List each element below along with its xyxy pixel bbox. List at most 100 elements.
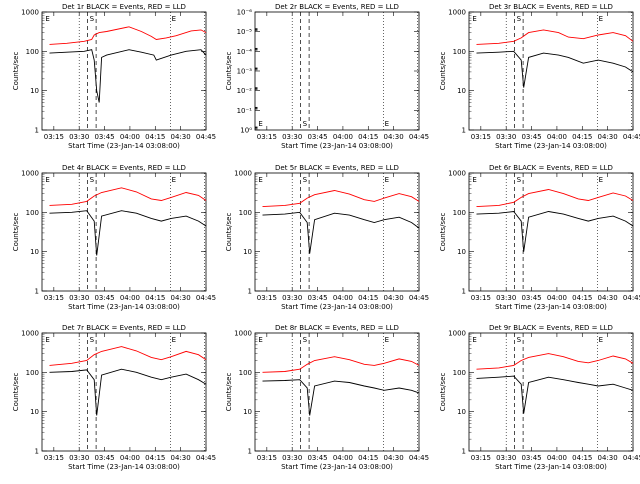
y-tick-label: 1000	[234, 170, 252, 178]
panel-6: Det 6r BLACK = Events, RED = LLD Counts/s…	[439, 164, 640, 311]
x-tick-label: 03:45	[307, 294, 327, 302]
marker-label: E	[385, 120, 389, 128]
x-tick-label: 04:00	[120, 133, 140, 141]
panel-title: Det 6r BLACK = Events, RED = LLD	[489, 164, 613, 172]
x-tick-label: 04:15	[572, 294, 592, 302]
x-axis-label: Start Time (23-Jan-14 03:08:00)	[281, 303, 393, 311]
events-series-line	[476, 375, 634, 414]
lld-series-line	[476, 29, 634, 45]
y-tick-label: 1	[248, 448, 252, 456]
x-axis-label: Start Time (23-Jan-14 03:08:00)	[495, 303, 607, 311]
y-tick-label: 1	[35, 448, 39, 456]
marker-label: E	[45, 336, 49, 344]
x-tick-label: 04:45	[409, 133, 429, 141]
plot-frame	[41, 172, 207, 292]
y-tick-label: 1000	[21, 170, 39, 178]
y-axis-label: Counts/sec	[439, 52, 447, 91]
x-tick-label: 03:30	[496, 133, 516, 141]
y-tick-label: 10	[457, 87, 466, 95]
x-tick-label: 03:45	[94, 454, 114, 462]
y-tick-label: 100	[453, 48, 466, 56]
marker-label: S	[90, 336, 95, 344]
y-tick-label: 10	[243, 408, 252, 416]
x-tick-label: 03:15	[257, 294, 277, 302]
y-tick-label: 10⁻⁵	[237, 28, 253, 36]
x-tick-label: 03:30	[282, 133, 302, 141]
x-axis-label: Start Time (23-Jan-14 03:08:00)	[495, 463, 607, 471]
x-axis-label: Start Time (23-Jan-14 03:08:00)	[281, 142, 393, 150]
marker-label: E	[258, 176, 262, 184]
y-tick-label: 10	[30, 87, 39, 95]
y-tick-label: 1	[462, 448, 466, 456]
panel-8: Det 8r BLACK = Events, RED = LLD Counts/s…	[225, 324, 429, 471]
y-tick-label: 10	[457, 248, 466, 256]
y-axis-label: Counts/sec	[439, 373, 447, 412]
x-tick-label: 04:30	[598, 133, 618, 141]
y-tick-label: 1	[462, 127, 466, 135]
x-tick-label: 04:15	[572, 133, 592, 141]
y-tick-label: 100	[453, 209, 466, 217]
x-tick-label: 04:15	[358, 294, 378, 302]
x-tick-label: 04:30	[171, 294, 191, 302]
y-axis-label: Counts/sec	[12, 213, 20, 252]
panel-title: Det 4r BLACK = Events, RED = LLD	[62, 164, 186, 172]
x-tick-label: 04:15	[572, 454, 592, 462]
x-tick-label: 04:30	[384, 294, 404, 302]
x-tick-label: 04:00	[547, 294, 567, 302]
x-tick-label: 04:00	[120, 454, 140, 462]
y-axis-label: Counts/sec	[225, 373, 233, 412]
marker-label: E	[599, 15, 603, 23]
x-tick-label: 04:00	[547, 454, 567, 462]
marker-label: E	[472, 336, 476, 344]
x-tick-label: 04:15	[145, 454, 165, 462]
panel-title: Det 2r BLACK = Events, RED = LLD	[275, 3, 399, 11]
x-tick-label: 04:30	[598, 454, 618, 462]
marker-label: E	[385, 336, 389, 344]
x-axis-label: Start Time (23-Jan-14 03:08:00)	[68, 142, 180, 150]
plot-frame	[468, 172, 634, 292]
y-tick-label: 10⁻³	[237, 68, 253, 76]
panel-title: Det 9r BLACK = Events, RED = LLD	[489, 324, 613, 332]
x-tick-label: 04:00	[547, 133, 567, 141]
y-axis-label: Counts/sec	[439, 213, 447, 252]
panel-4: Det 4r BLACK = Events, RED = LLD Counts/s…	[12, 164, 216, 311]
marker-label: S	[90, 176, 95, 184]
plot-frame	[468, 11, 634, 131]
lld-series-line	[262, 356, 420, 373]
x-tick-label: 04:00	[333, 454, 353, 462]
y-tick-label: 1	[35, 127, 39, 135]
marker-label: S	[303, 120, 308, 128]
marker-label: E	[258, 120, 262, 128]
panel-5: Det 5r BLACK = Events, RED = LLD Counts/s…	[225, 164, 429, 311]
x-tick-label: 04:30	[171, 133, 191, 141]
plot-frame	[254, 332, 420, 452]
lld-series-line	[262, 190, 420, 208]
x-tick-label: 03:15	[44, 133, 64, 141]
x-tick-label: 04:45	[196, 133, 216, 141]
lld-series-line	[49, 187, 207, 206]
y-tick-label: 10⁰	[240, 127, 252, 135]
panel-title: Det 5r BLACK = Events, RED = LLD	[275, 164, 399, 172]
x-tick-label: 04:30	[171, 454, 191, 462]
x-tick-label: 03:30	[69, 294, 89, 302]
marker-label: S	[303, 176, 308, 184]
x-axis-label: Start Time (23-Jan-14 03:08:00)	[68, 303, 180, 311]
y-tick-label: 10	[30, 248, 39, 256]
lld-series-line	[49, 26, 207, 45]
panel-2: Det 2r BLACK = Events, RED = LLD Counts/s…	[225, 3, 429, 150]
panel-3: Det 3r BLACK = Events, RED = LLD Counts/s…	[439, 3, 640, 150]
y-tick-label: 1	[35, 288, 39, 296]
x-tick-label: 03:45	[307, 133, 327, 141]
x-tick-label: 03:15	[471, 454, 491, 462]
marker-label: S	[517, 176, 522, 184]
panel-title: Det 3r BLACK = Events, RED = LLD	[489, 3, 613, 11]
x-axis-label: Start Time (23-Jan-14 03:08:00)	[68, 463, 180, 471]
plot-frame	[41, 332, 207, 452]
marker-label: E	[599, 176, 603, 184]
y-tick-label: 1000	[448, 170, 466, 178]
x-tick-label: 03:15	[471, 133, 491, 141]
x-tick-label: 03:15	[257, 454, 277, 462]
x-tick-label: 04:15	[145, 133, 165, 141]
x-tick-label: 04:30	[384, 454, 404, 462]
